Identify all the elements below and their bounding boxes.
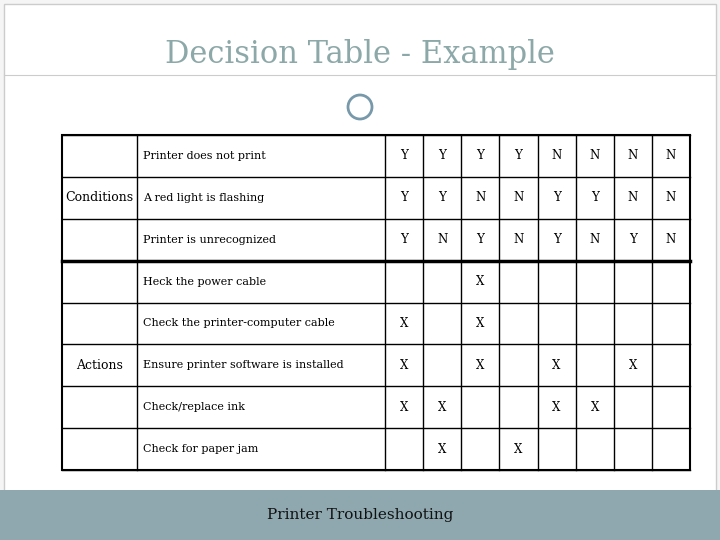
Text: N: N <box>475 191 485 204</box>
Text: Y: Y <box>477 150 485 163</box>
Text: X: X <box>476 359 485 372</box>
FancyBboxPatch shape <box>62 135 690 470</box>
Text: Y: Y <box>553 233 560 246</box>
Text: X: X <box>514 443 523 456</box>
Text: N: N <box>590 150 600 163</box>
Text: Printer Troubleshooting: Printer Troubleshooting <box>267 508 453 522</box>
Text: Y: Y <box>438 191 446 204</box>
Text: N: N <box>513 233 523 246</box>
Text: X: X <box>400 401 408 414</box>
Text: N: N <box>666 233 676 246</box>
Text: Y: Y <box>400 191 408 204</box>
Text: N: N <box>437 233 447 246</box>
Text: Y: Y <box>629 233 636 246</box>
Text: N: N <box>590 233 600 246</box>
FancyBboxPatch shape <box>4 4 716 536</box>
Text: Y: Y <box>477 233 485 246</box>
Text: X: X <box>476 317 485 330</box>
Text: Check the printer-computer cable: Check the printer-computer cable <box>143 319 335 328</box>
Text: X: X <box>400 359 408 372</box>
Text: X: X <box>476 275 485 288</box>
Text: X: X <box>629 359 637 372</box>
Text: Check for paper jam: Check for paper jam <box>143 444 258 454</box>
Text: X: X <box>590 401 599 414</box>
Text: N: N <box>628 191 638 204</box>
Text: X: X <box>438 401 446 414</box>
Text: Heck the power cable: Heck the power cable <box>143 276 266 287</box>
Text: Y: Y <box>438 150 446 163</box>
Text: Conditions: Conditions <box>66 191 134 204</box>
Text: N: N <box>666 191 676 204</box>
Text: Y: Y <box>400 150 408 163</box>
FancyBboxPatch shape <box>0 490 720 540</box>
Text: Check/replace ink: Check/replace ink <box>143 402 245 412</box>
Text: Y: Y <box>590 191 598 204</box>
Text: N: N <box>552 150 562 163</box>
Text: X: X <box>400 317 408 330</box>
Text: X: X <box>438 443 446 456</box>
Text: Y: Y <box>553 191 560 204</box>
Text: N: N <box>628 150 638 163</box>
Text: Y: Y <box>400 233 408 246</box>
Text: Printer does not print: Printer does not print <box>143 151 266 161</box>
Text: X: X <box>552 401 561 414</box>
Text: A red light is flashing: A red light is flashing <box>143 193 264 203</box>
Text: N: N <box>666 150 676 163</box>
Text: Actions: Actions <box>76 359 123 372</box>
Text: Ensure printer software is installed: Ensure printer software is installed <box>143 360 343 370</box>
Text: X: X <box>552 359 561 372</box>
Text: N: N <box>513 191 523 204</box>
Text: Y: Y <box>515 150 523 163</box>
Text: Printer is unrecognized: Printer is unrecognized <box>143 235 276 245</box>
Text: Decision Table - Example: Decision Table - Example <box>165 39 555 71</box>
